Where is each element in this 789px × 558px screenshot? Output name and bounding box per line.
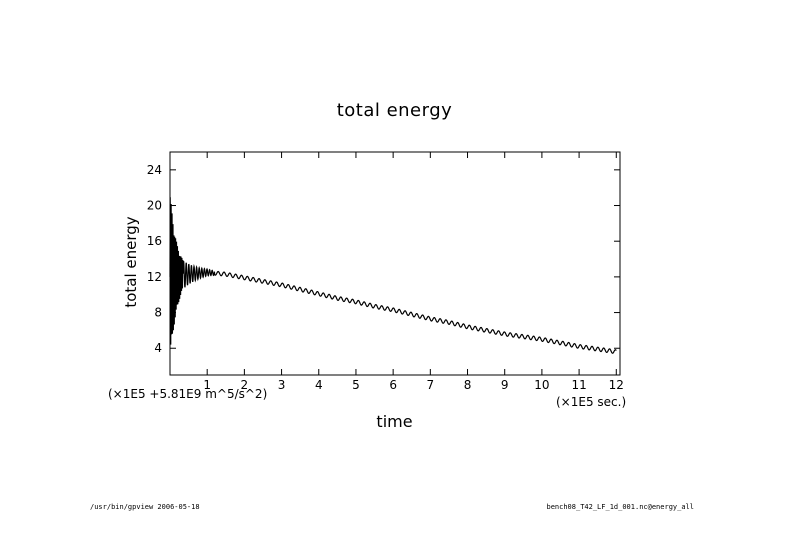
x-tick-label: 12 <box>609 378 624 392</box>
y-tick-label: 16 <box>147 234 162 248</box>
footer-right-text: bench08_T42_LF_1d_001.nc@energy_all <box>546 503 694 511</box>
x-tick-label: 8 <box>464 378 472 392</box>
x-tick-label: 11 <box>571 378 586 392</box>
y-tick-label: 24 <box>147 163 162 177</box>
x-axis-label: time <box>376 412 413 431</box>
series-line-total-energy <box>169 197 617 354</box>
x-tick-label: 6 <box>389 378 397 392</box>
x-tick-label: 5 <box>352 378 360 392</box>
y-tick-label: 20 <box>147 199 162 213</box>
y-tick-label: 8 <box>154 306 162 320</box>
x-unit-label: (×1E5 sec.) <box>556 395 627 409</box>
y-tick-label: 12 <box>147 270 162 284</box>
y-axis-ticks: 4 8 12 16 20 24 <box>147 163 620 355</box>
y-unit-label: (×1E5 +5.81E9 m^5/s^2) <box>108 387 268 401</box>
x-tick-label: 1 <box>203 378 211 392</box>
x-tick-label: 2 <box>241 378 249 392</box>
footer-left-text: /usr/bin/gpview 2006-05-18 <box>90 503 200 511</box>
x-tick-label: 3 <box>278 378 286 392</box>
x-tick-label: 4 <box>315 378 323 392</box>
x-tick-label: 10 <box>534 378 549 392</box>
y-axis-label: total energy <box>122 216 140 308</box>
y-tick-label: 4 <box>154 341 162 355</box>
x-tick-label: 7 <box>427 378 435 392</box>
x-axis-ticks: 1 2 3 4 5 6 7 8 9 10 11 12 <box>203 152 624 392</box>
x-tick-label: 9 <box>501 378 509 392</box>
chart-title: total energy <box>336 100 453 121</box>
series-group <box>169 197 617 354</box>
